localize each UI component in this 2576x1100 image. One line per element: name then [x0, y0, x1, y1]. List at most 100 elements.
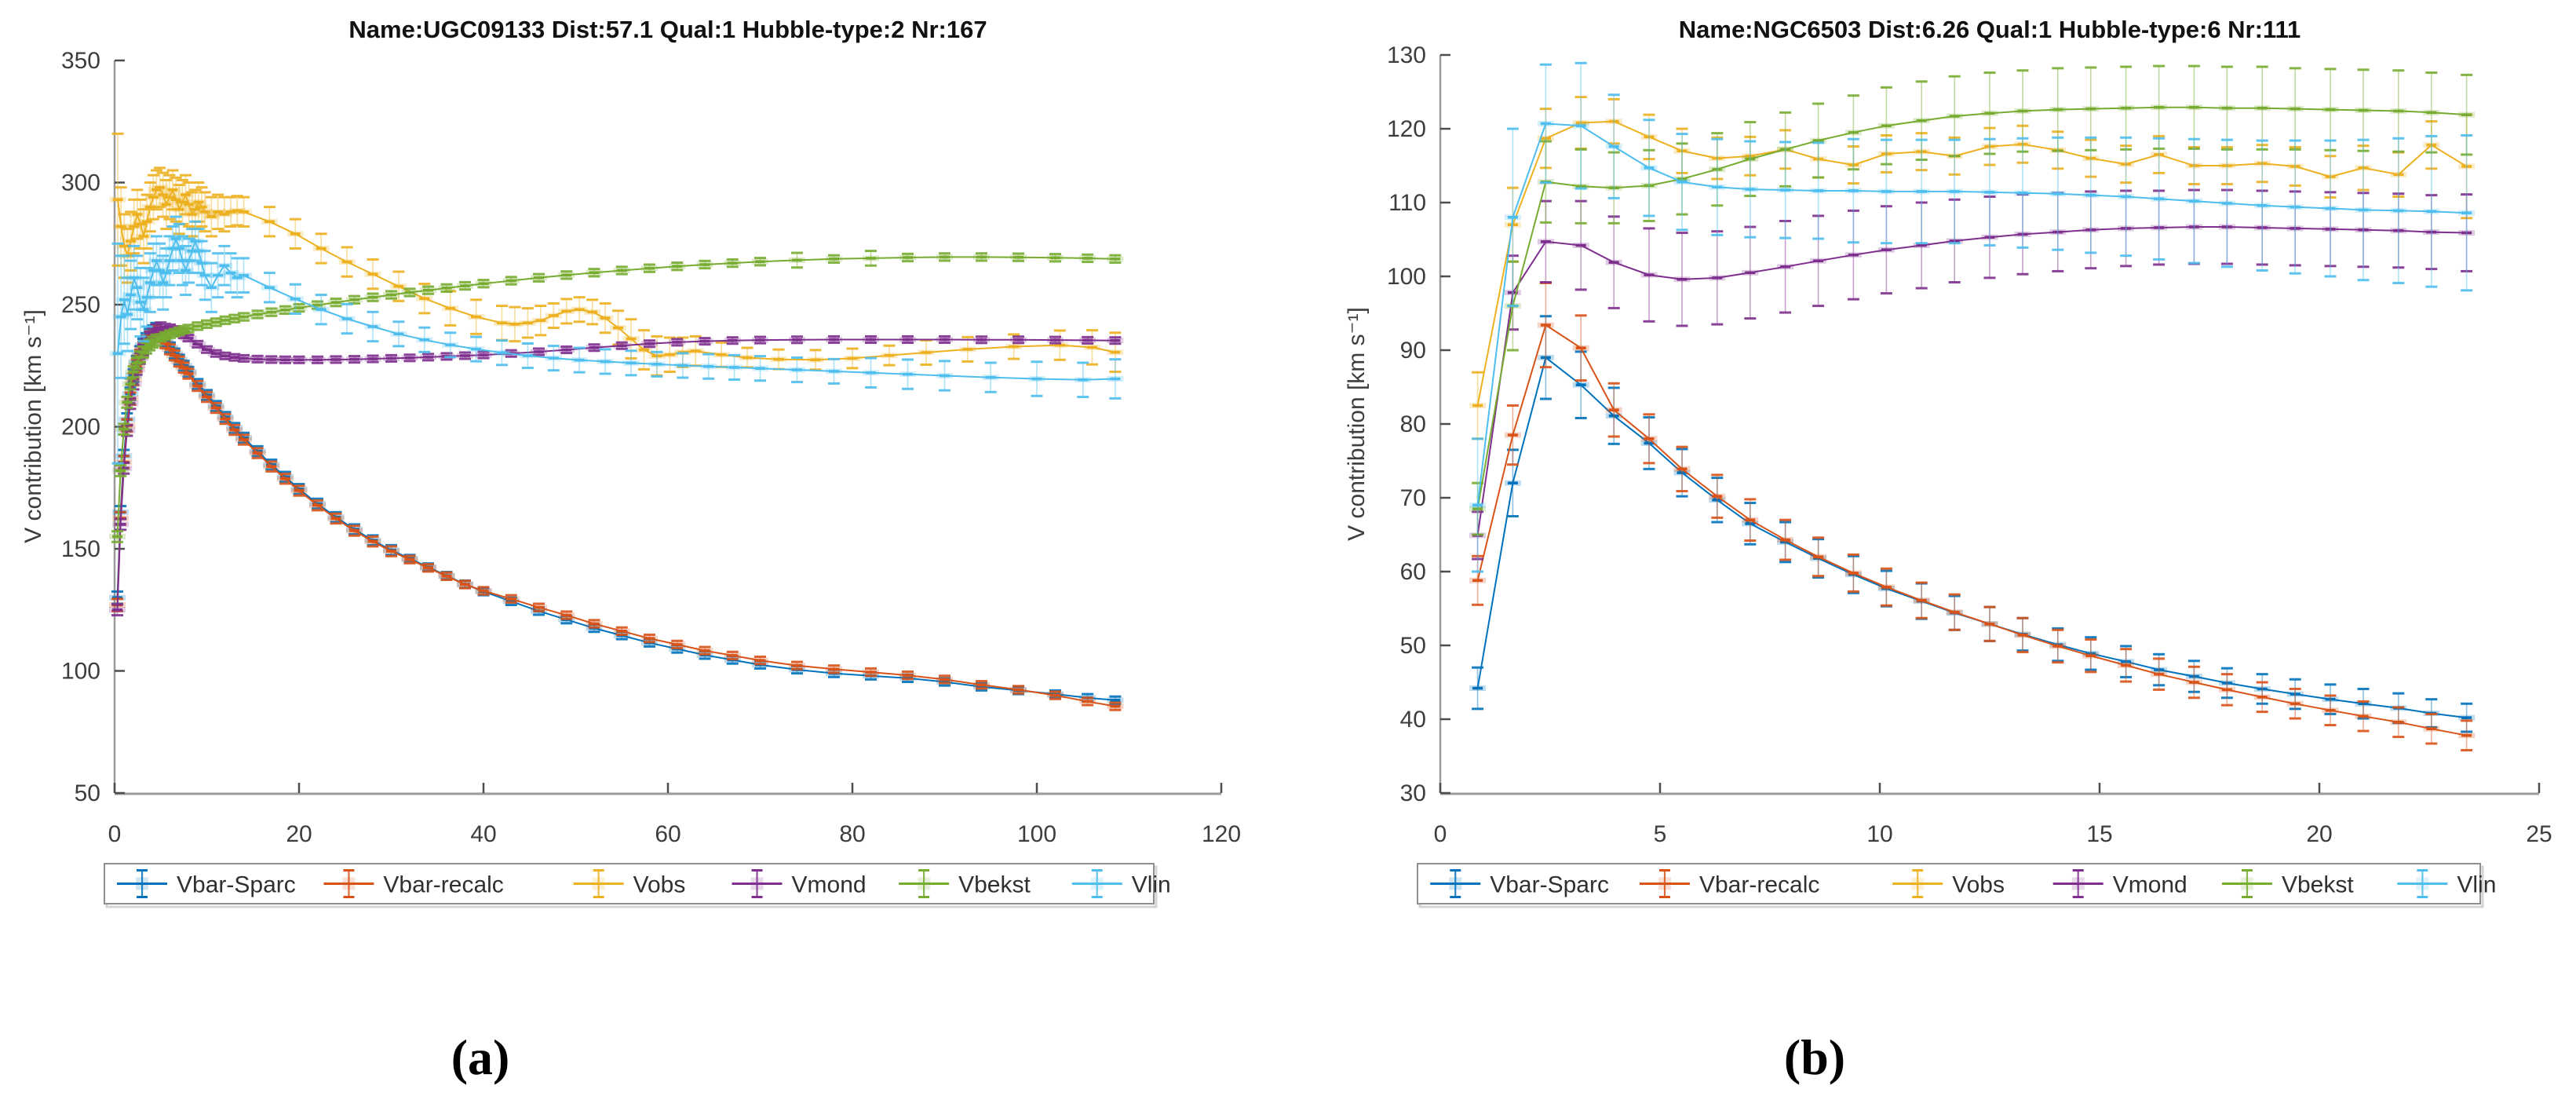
- series-Vbar-Sparc: [109, 321, 1124, 705]
- series-markers-Vobs: [109, 185, 1124, 363]
- x-tick-label: 40: [470, 821, 496, 847]
- series-Vmond: [109, 321, 1124, 617]
- y-tick-labels: 50 100 150 200 250 300 350: [61, 48, 125, 806]
- x-tick-label: 60: [655, 821, 680, 847]
- series-Vlin: [1469, 61, 2476, 573]
- series-Vbekst: [109, 250, 1124, 543]
- legend-label: Vmond: [2113, 872, 2187, 898]
- legend-label: Vbekst: [958, 872, 1031, 898]
- plot-title: Name:UGC09133 Dist:57.1 Qual:1 Hubble-ty…: [348, 16, 987, 43]
- series-markers-Vobs: [1469, 119, 2476, 408]
- legend-entry-Vobs: Vobs: [573, 869, 686, 898]
- y-tick-label: 110: [1388, 190, 1426, 216]
- series-markers-Vbar-recalc: [1469, 322, 2476, 739]
- error-bars: [111, 250, 1122, 543]
- error-bars: [1472, 61, 2473, 573]
- y-tick-label: 80: [1400, 411, 1426, 437]
- error-bars: [1472, 188, 2473, 561]
- error-bars: [111, 321, 1122, 705]
- y-tick-label: 300: [61, 170, 100, 196]
- series-Vobs: [1469, 96, 2476, 440]
- y-tick-labels: 30 40 50 60 70 80 90 100 110 120 130: [1387, 42, 1450, 806]
- legend-entry-Vlin: Vlin: [2397, 869, 2496, 898]
- y-tick-label: 100: [61, 659, 100, 685]
- x-tick-labels: 0 5 10 15 20 25: [1434, 783, 2552, 847]
- x-tick-label: 0: [108, 821, 122, 847]
- legend-box: [104, 863, 1155, 904]
- legend-box: [1417, 863, 2481, 904]
- series-markers-Vbekst: [1469, 104, 2476, 512]
- x-tick-label: 15: [2086, 821, 2112, 847]
- x-tick-label: 100: [1017, 821, 1056, 847]
- panel-label-a: (a): [451, 1029, 510, 1085]
- y-tick-label: 40: [1400, 707, 1426, 733]
- x-tick-label: 5: [1654, 821, 1667, 847]
- legend-label: Vbar-Sparc: [177, 872, 296, 898]
- x-tick-label: 20: [2306, 821, 2332, 847]
- legend-entry-Vbar-Sparc: Vbar-Sparc: [117, 869, 296, 898]
- legend-label: Vmond: [792, 872, 867, 898]
- x-tick-label: 80: [839, 821, 865, 847]
- error-bars: [111, 321, 1122, 617]
- series-line-Vmond: [1476, 226, 2467, 536]
- x-tick-label: 20: [286, 821, 312, 847]
- subplot-right: 0 5 10 15 20 25 30 40 50 60 70 80 90 100 110 120 130 Name…: [1344, 16, 2552, 1085]
- x-tick-label: 0: [1434, 821, 1447, 847]
- x-tick-label: 25: [2526, 821, 2552, 847]
- y-tick-label: 150: [61, 536, 100, 562]
- series-Vmond: [1469, 188, 2476, 561]
- legend-label: Vbar-Sparc: [1490, 872, 1609, 898]
- error-bars: [1472, 315, 2473, 733]
- y-tick-label: 120: [1387, 116, 1426, 142]
- y-tick-label: 250: [61, 292, 100, 318]
- plot-title: Name:NGC6503 Dist:6.26 Qual:1 Hubble-typ…: [1679, 16, 2301, 43]
- legend-entry-Vbar-recalc: Vbar-recalc: [323, 869, 504, 898]
- y-tick-label: 50: [75, 780, 100, 806]
- y-axis-label: V contribution [km s⁻¹]: [1344, 307, 1370, 541]
- legend-label: Vobs: [1952, 872, 2005, 898]
- series-Vbar-recalc: [109, 323, 1124, 711]
- series-Vbar-recalc: [1469, 281, 2476, 751]
- panel-label-b: (b): [1784, 1029, 1845, 1085]
- series-Vbar-Sparc: [1469, 315, 2476, 733]
- legend-label: Vobs: [633, 872, 686, 898]
- series-markers-Vbar-recalc: [109, 328, 1124, 710]
- y-tick-label: 100: [1387, 264, 1426, 290]
- series-markers-Vmond: [109, 324, 1124, 613]
- legend-entry-Vmond: Vmond: [732, 869, 867, 898]
- series-markers-Vlin: [1469, 120, 2476, 508]
- legend-entry-Vbar-Sparc: Vbar-Sparc: [1430, 869, 1609, 898]
- legend-entry-Vbekst: Vbekst: [899, 869, 1031, 898]
- y-tick-label: 30: [1400, 780, 1426, 806]
- x-tick-label: 10: [1866, 821, 1892, 847]
- error-bars: [1472, 281, 2473, 751]
- series-markers-Vlin: [109, 236, 1124, 383]
- legend-label: Vbar-recalc: [383, 872, 503, 898]
- y-tick-label: 350: [61, 48, 100, 74]
- legend-label: Vbar-recalc: [1699, 872, 1819, 898]
- series-line-Vbekst: [116, 256, 1115, 537]
- subplot-left: 0 20 40 60 80 100 120 50 100 150 200 250 300 350 Name:…: [20, 16, 1241, 1085]
- legend-entry-Vbar-recalc: Vbar-recalc: [1639, 869, 1819, 898]
- y-axis-label: V contribution [km s⁻¹]: [20, 309, 46, 543]
- series-markers-Vmond: [1469, 224, 2476, 539]
- legend-label: Vlin: [2457, 872, 2496, 898]
- y-tick-label: 90: [1400, 338, 1426, 364]
- legend-entry-Vmond: Vmond: [2052, 869, 2187, 898]
- series-Vbekst: [1469, 64, 2476, 536]
- series-line-Vlin: [1476, 122, 2467, 506]
- legend-entry-Vbekst: Vbekst: [2221, 869, 2354, 898]
- series-line-Vbar-recalc: [116, 330, 1116, 707]
- x-tick-label: 120: [1202, 821, 1241, 847]
- series-markers-Vbekst: [109, 254, 1124, 539]
- series-line-Vbekst: [1476, 106, 2467, 510]
- series-line-Vbar-recalc: [1476, 323, 2467, 736]
- y-tick-label: 50: [1400, 633, 1426, 659]
- legend-left: Vbar-Sparc Vbar-recalc Vobs Vmond Vbekst Vlin: [104, 863, 1171, 908]
- y-tick-label: 60: [1400, 559, 1426, 585]
- series-Vlin: [109, 215, 1124, 465]
- legend-right: Vbar-Sparc Vbar-recalc Vobs Vmond Vbekst Vlin: [1417, 863, 2496, 908]
- legend-label: Vbekst: [2282, 872, 2354, 898]
